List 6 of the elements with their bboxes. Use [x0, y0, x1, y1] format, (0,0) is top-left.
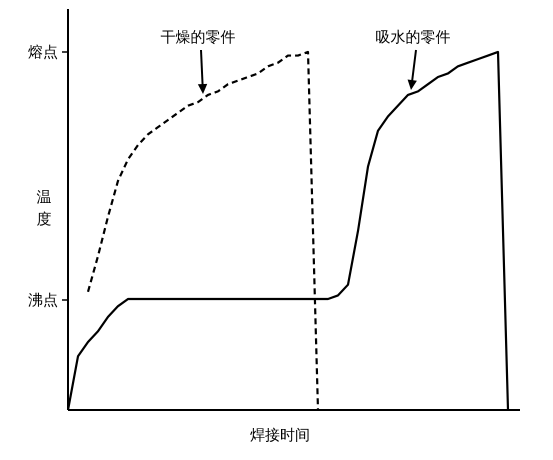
- text: 干燥的零件: [160, 28, 236, 46]
- text: 沸点: [28, 291, 58, 309]
- y-axis-title: 温度: [36, 188, 52, 228]
- text: 吸水的零件: [376, 28, 450, 46]
- x-axis-title: 焊接时间: [250, 426, 310, 444]
- text: 熔点: [28, 43, 58, 61]
